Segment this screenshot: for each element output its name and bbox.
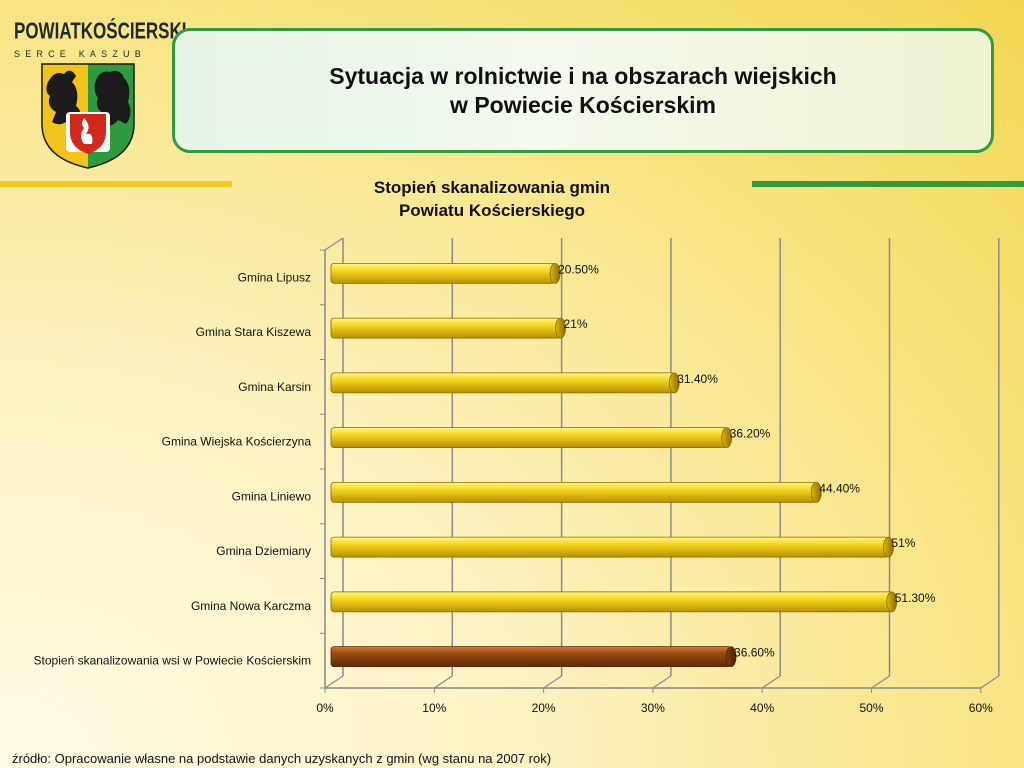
x-tick-label: 20%	[532, 701, 556, 715]
x-tick-label: 60%	[969, 701, 993, 715]
griffin-bear-crest-icon	[41, 63, 135, 169]
x-tick-label: 10%	[422, 701, 446, 715]
bar-chart: 0% 10% 20% 30% 40% 50% 60% Gmina Lipusz 20.50% Gm…	[34, 237, 1000, 715]
data-label: 20.50%	[558, 262, 599, 276]
data-label: 51%	[891, 536, 915, 550]
bar	[330, 481, 817, 503]
bar-cap	[810, 481, 822, 503]
category-label: Gmina Dziemiany	[216, 544, 311, 558]
axis-floor-left	[324, 675, 344, 689]
bar-cap	[668, 372, 680, 394]
bar	[330, 536, 889, 558]
gridline-floor	[761, 675, 781, 689]
bar-cap	[555, 317, 566, 339]
bar	[330, 372, 675, 394]
category-label: Gmina Wiejska Kościerzyna	[162, 435, 312, 449]
gridline-floor	[871, 675, 890, 689]
data-label: 44.40%	[819, 481, 860, 495]
gridline-floor	[543, 675, 562, 689]
divider-yellow	[0, 181, 232, 187]
bar-cap	[886, 591, 898, 613]
divider-green	[752, 181, 1024, 187]
x-tick-label: 30%	[641, 701, 665, 715]
logo: POWIATKOŚCIERSKI SERCE KASZUB	[14, 18, 187, 59]
page-title-line1: Sytuacja w rolnictwie i na obszarach wie…	[329, 62, 837, 89]
bar	[330, 646, 732, 668]
x-tick-label: 50%	[859, 701, 883, 715]
data-label: 21%	[564, 317, 588, 331]
category-label: Gmina Liniewo	[232, 489, 312, 503]
logo-name: POWIATKOŚCIERSKI	[14, 18, 187, 44]
category-label: Gmina Karsin	[238, 380, 311, 394]
data-label: 36.20%	[730, 427, 771, 441]
gridline-floor	[433, 675, 453, 689]
bar	[330, 317, 561, 339]
data-label: 31.40%	[677, 372, 718, 386]
category-label: Gmina Lipusz	[238, 270, 311, 284]
bar-cap	[883, 536, 894, 558]
chart-title-line2: Powiatu Kościerskiego	[398, 201, 586, 220]
chart-title: Stopień skanalizowania gmin Powiatu Kośc…	[300, 176, 684, 222]
x-tick-label: 0%	[316, 701, 334, 715]
bar-cap	[549, 262, 561, 284]
category-label: Gmina Nowa Karczma	[191, 599, 311, 613]
data-label: 36.60%	[734, 646, 775, 660]
category-label: Gmina Stara Kiszewa	[196, 325, 312, 339]
page-title-line2: w Powiecie Kościerskim	[450, 91, 716, 118]
bar-cap	[725, 646, 737, 668]
bar	[330, 427, 728, 449]
x-tick-label: 40%	[750, 701, 774, 715]
chart-title-line1: Stopień skanalizowania gmin	[373, 178, 611, 197]
bar	[330, 591, 893, 613]
title-box: Sytuacja w rolnictwie i na obszarach wie…	[172, 28, 994, 153]
bar-cap	[721, 427, 733, 449]
logo-tagline: SERCE KASZUB	[14, 49, 146, 59]
gridline-floor	[980, 675, 1000, 689]
data-label: 51.30%	[895, 591, 936, 605]
gridline-floor	[652, 675, 672, 689]
bar	[330, 262, 556, 284]
axis-top-edge	[324, 237, 344, 251]
source-note: źródło: Opracowanie własne na podstawie …	[12, 751, 552, 766]
category-label: Stopień skanalizowania wsi w Powiecie Ko…	[34, 654, 311, 668]
